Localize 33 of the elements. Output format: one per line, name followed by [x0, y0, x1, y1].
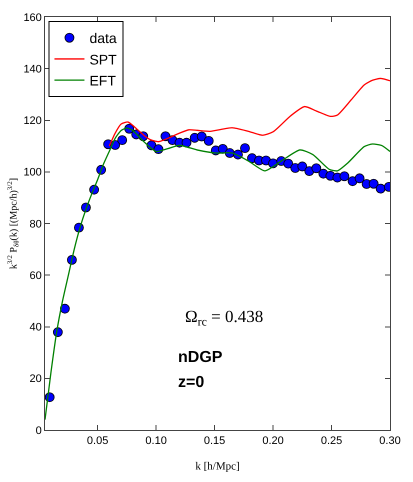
y-tick-label: 80 — [30, 218, 42, 230]
legend-label: SPT — [89, 51, 118, 68]
point — [196, 132, 207, 142]
x-tick-label: 0.05 — [86, 435, 108, 448]
point — [297, 162, 308, 172]
y-tick-label: 120 — [23, 115, 42, 128]
x-tick-label: 0.30 — [379, 435, 401, 448]
y-tick-label: 140 — [23, 63, 42, 76]
annotation: z=0 — [178, 374, 204, 391]
annotation: Ω$_{rc}$ = 0.438 — [185, 307, 264, 329]
point — [311, 163, 322, 174]
y-tick-label: 100 — [23, 166, 42, 179]
legend-label: EFT — [89, 72, 116, 89]
point — [240, 143, 250, 154]
point — [354, 173, 364, 184]
y-tick-label: 20 — [30, 373, 42, 386]
legend-label: data — [89, 30, 117, 46]
y-tick-label: 160 — [23, 12, 42, 24]
x-tick-label: 0.25 — [320, 435, 342, 448]
point — [376, 184, 386, 194]
x-tick-label: 0.20 — [262, 435, 284, 448]
point — [204, 136, 214, 146]
point — [368, 178, 379, 189]
point — [339, 171, 350, 182]
x-tick-label: 0.15 — [204, 435, 226, 448]
point — [117, 135, 128, 146]
x-tick-label: 0.10 — [145, 435, 167, 448]
point — [283, 158, 294, 169]
y-tick-label: 40 — [30, 322, 42, 334]
x-axis-title: k [h/Mpc] — [195, 460, 240, 472]
annotation: nDGP — [178, 349, 223, 366]
y-tick-label: 60 — [30, 270, 42, 282]
y-tick-label: 0 — [36, 424, 42, 437]
